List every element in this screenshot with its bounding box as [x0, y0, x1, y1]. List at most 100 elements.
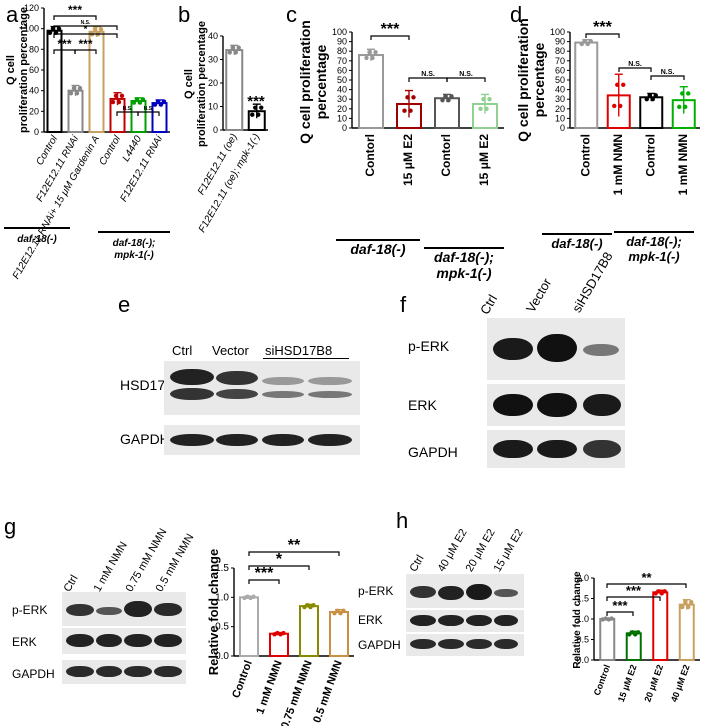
category-label: 1 mM NMN	[611, 134, 625, 195]
data-point	[405, 95, 410, 100]
sig-bracket	[53, 15, 97, 20]
band	[583, 394, 621, 416]
data-point	[233, 50, 238, 55]
band	[96, 634, 122, 647]
y-tick-label: 10	[555, 113, 565, 123]
data-point	[92, 26, 98, 32]
sig-bracket-label: N.S.	[661, 69, 675, 76]
data-point	[689, 599, 694, 605]
band	[216, 434, 258, 446]
category-label: Control	[592, 663, 612, 696]
sig-bracket	[606, 611, 634, 616]
sig-bracket	[650, 75, 685, 80]
sig-bracket	[248, 565, 310, 570]
y-tick-label: 90	[555, 37, 565, 47]
data-point	[588, 38, 593, 44]
band	[308, 434, 352, 446]
band	[262, 391, 304, 398]
bar	[358, 54, 384, 129]
band	[438, 615, 464, 626]
category-label: 15 μM E2	[616, 663, 639, 703]
band	[537, 334, 577, 362]
sig-bracket	[53, 33, 118, 38]
sig-bracket-label: *	[276, 551, 283, 568]
y-tick-label: 0	[213, 125, 218, 135]
group-label: mpk-1(-)	[436, 265, 492, 281]
band	[410, 615, 436, 626]
data-point	[609, 616, 614, 621]
band	[170, 434, 214, 446]
row-label-erk: ERK	[408, 397, 437, 413]
data-point	[68, 91, 74, 96]
category-label: 15 μM E2	[401, 134, 415, 186]
band	[537, 393, 577, 417]
data-point	[370, 55, 375, 61]
band	[216, 389, 258, 399]
category-label: 1 mM NMN	[676, 134, 690, 195]
y-tick-label: 80	[555, 46, 565, 56]
data-point	[644, 97, 649, 102]
y-axis-title: Relative fold change	[206, 549, 221, 675]
data-point	[152, 102, 158, 107]
band	[537, 440, 577, 458]
band	[494, 639, 518, 649]
band	[583, 440, 621, 458]
band	[308, 391, 352, 398]
y-tick-label: 1.5	[215, 563, 229, 574]
blot-gapdh-g	[62, 660, 186, 684]
data-point	[680, 91, 685, 96]
sig-bracket-label: ***	[612, 598, 628, 613]
data-point	[367, 49, 372, 55]
bar	[329, 611, 349, 657]
bar	[678, 603, 695, 662]
y-tick-label: 1.5	[576, 594, 589, 604]
panel-label-e: e	[118, 292, 131, 317]
band	[96, 666, 122, 677]
y-tick-label: 0.5	[576, 635, 589, 645]
band	[494, 615, 518, 626]
y-tick-label: 120	[24, 3, 39, 13]
data-point	[373, 49, 378, 55]
sig-bracket	[74, 49, 97, 54]
panel-label-h: h	[396, 508, 409, 533]
sig-bracket	[446, 77, 486, 82]
panel-label-f: f	[400, 292, 407, 317]
bar	[599, 618, 616, 661]
data-point	[579, 41, 584, 47]
data-point	[621, 82, 626, 88]
y-axis-title: percentage	[313, 44, 329, 119]
category-label: Control	[230, 659, 255, 700]
bar	[434, 97, 460, 129]
sig-bracket-label: N.S.	[421, 71, 435, 78]
sig-bracket	[618, 67, 652, 72]
y-tick-label: 0	[560, 123, 565, 133]
y-axis-title: Q cell	[183, 69, 195, 99]
y-tick-label: 40	[337, 85, 347, 95]
data-point	[131, 100, 137, 105]
y-axis-title: Q cell proliferation	[297, 20, 313, 144]
category-label: Contorl	[363, 134, 377, 177]
data-point	[250, 112, 255, 117]
y-tick-label: 20	[29, 106, 39, 116]
data-point	[653, 93, 658, 98]
band	[66, 604, 94, 616]
data-point	[650, 97, 655, 102]
data-point	[449, 94, 454, 99]
row-label-perk: p-ERK	[408, 338, 450, 354]
data-point	[158, 102, 164, 107]
row-label-perk: p-ERK	[358, 584, 394, 598]
group-label: daf-18(-)	[350, 241, 406, 257]
bar	[151, 102, 168, 133]
data-point	[408, 108, 413, 113]
y-tick-label: 80	[29, 44, 39, 54]
sig-bracket	[248, 579, 280, 584]
sig-bracket-label: ***	[57, 37, 71, 51]
row-label-erk: ERK	[12, 635, 37, 649]
sig-bracket	[53, 25, 118, 30]
data-point	[227, 50, 232, 55]
band	[583, 344, 619, 356]
blot-erk-h	[406, 610, 524, 632]
data-point	[686, 604, 691, 610]
band	[410, 586, 436, 598]
data-point	[481, 97, 486, 102]
